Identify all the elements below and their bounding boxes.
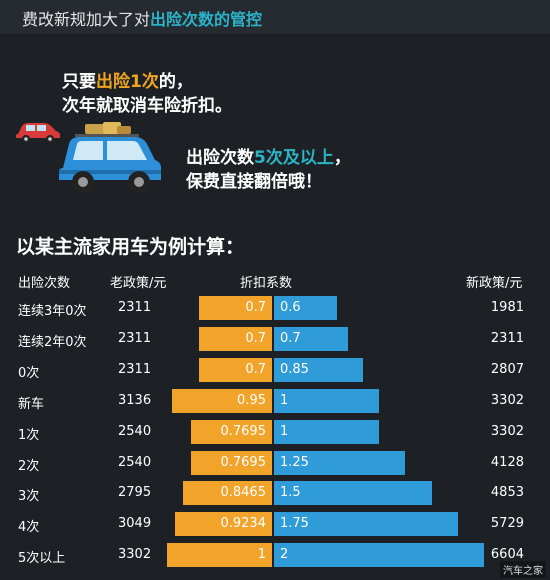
old-coefficient-bar: 0.9234 [175,512,272,537]
row-claim-label: 2次 [18,458,40,474]
old-coefficient-bar: 0.7695 [191,419,272,444]
old-coefficient-bar: 0.7695 [191,450,272,475]
row-claim-label: 连续2年0次 [18,334,87,350]
message2-highlight: 5次及以上 [254,148,334,168]
row-claim-label: 1次 [18,427,40,443]
row-old-premium: 2311 [118,361,152,377]
message2-pre: 出险次数 [186,148,254,168]
old-coefficient-bar: 1 [167,543,272,568]
row-old-premium: 3049 [118,516,152,532]
table-row: 0次 2311 0.7 0.85 2807 [0,357,550,382]
message1-pre: 只要 [62,72,96,92]
row-claim-label: 新车 [18,396,45,412]
new-coefficient-bar: 1 [274,419,379,444]
table-row: 连续2年0次 2311 0.7 0.7 2311 [0,326,550,351]
row-claim-label: 连续3年0次 [18,304,87,319]
message1-highlight: 出险1次 [96,72,159,92]
message2-line2: 保费直接翻倍哦！ [186,172,322,192]
table-row: 连续3年0次 2311 0.7 0.6 1981 [0,296,550,320]
table-row: 4次 3049 0.9234 1.75 5729 [0,512,550,537]
row-new-premium: 4853 [490,485,524,501]
message2-post: ， [333,148,351,168]
table-row: 3次 2795 0.8465 1.5 4853 [0,481,550,506]
headline: 费改新规加大了对出险次数的管控 [22,6,262,30]
row-old-premium: 2540 [118,454,152,470]
row-new-premium: 2807 [490,361,524,377]
new-coefficient-bar: 0.6 [274,296,337,320]
table-row: 1次 2540 0.7695 1 3302 [0,419,550,444]
row-old-premium: 3136 [118,392,152,408]
new-coefficient-bar: 1.25 [274,450,406,475]
table-row: 5次以上 3302 1 2 6604 [0,543,550,568]
row-claim-label: 3次 [18,489,40,505]
blue-suv-with-luggage-icon [59,122,161,193]
row-old-premium: 2311 [118,330,152,346]
row-claim-label: 4次 [18,520,40,536]
headline-prefix: 费改新规加大了对 [22,10,151,29]
new-coefficient-bar: 1.75 [274,512,458,537]
row-claim-label: 5次以上 [18,551,66,567]
old-coefficient-bar: 0.7 [198,296,272,320]
row-new-premium: 6604 [490,547,524,563]
row-new-premium: 3302 [490,423,524,439]
new-coefficient-bar: 1 [274,388,379,413]
old-coefficient-bar: 0.8465 [183,481,272,506]
header-strip: 费改新规加大了对出险次数的管控 [0,0,550,34]
row-old-premium: 3302 [118,547,152,563]
row-old-premium: 2311 [118,300,152,315]
message-first-claim: 只要出险1次的， 次年就取消车险折扣。 [62,70,232,118]
header-coefficient: 折扣系数 [240,276,293,291]
row-new-premium: 4128 [490,454,524,470]
message1-line2: 次年就取消车险折扣。 [62,96,232,116]
message-five-claims: 出险次数5次及以上， 保费直接翻倍哦！ [186,146,351,194]
table-row: 新车 3136 0.95 1 3302 [0,388,550,413]
header-claim-count: 出险次数 [18,276,71,291]
row-claim-label: 0次 [18,365,40,381]
row-new-premium: 1981 [490,300,524,315]
row-old-premium: 2795 [118,485,152,501]
row-new-premium: 5729 [490,516,524,532]
new-coefficient-bar: 0.7 [274,326,348,351]
row-new-premium: 3302 [490,392,524,408]
message1-post: 的， [158,72,193,92]
header-old-policy: 老政策/元 [110,276,167,291]
new-coefficient-bar: 1.5 [274,481,432,506]
new-coefficient-bar: 0.85 [274,357,364,382]
headline-highlight: 出险次数的管控 [150,10,263,29]
table-row: 2次 2540 0.7695 1.25 4128 [0,450,550,475]
new-coefficient-bar: 2 [274,543,484,568]
row-old-premium: 2540 [118,423,152,439]
header-new-policy: 新政策/元 [466,276,523,291]
row-new-premium: 2311 [490,330,524,346]
old-coefficient-bar: 0.7 [198,326,272,351]
section-title: 以某主流家用车为例计算： [16,236,245,258]
old-coefficient-bar: 0.7 [198,357,272,382]
watermark: 汽车之家 [500,561,546,578]
old-coefficient-bar: 0.95 [172,388,272,413]
small-red-car-icon [16,123,60,143]
